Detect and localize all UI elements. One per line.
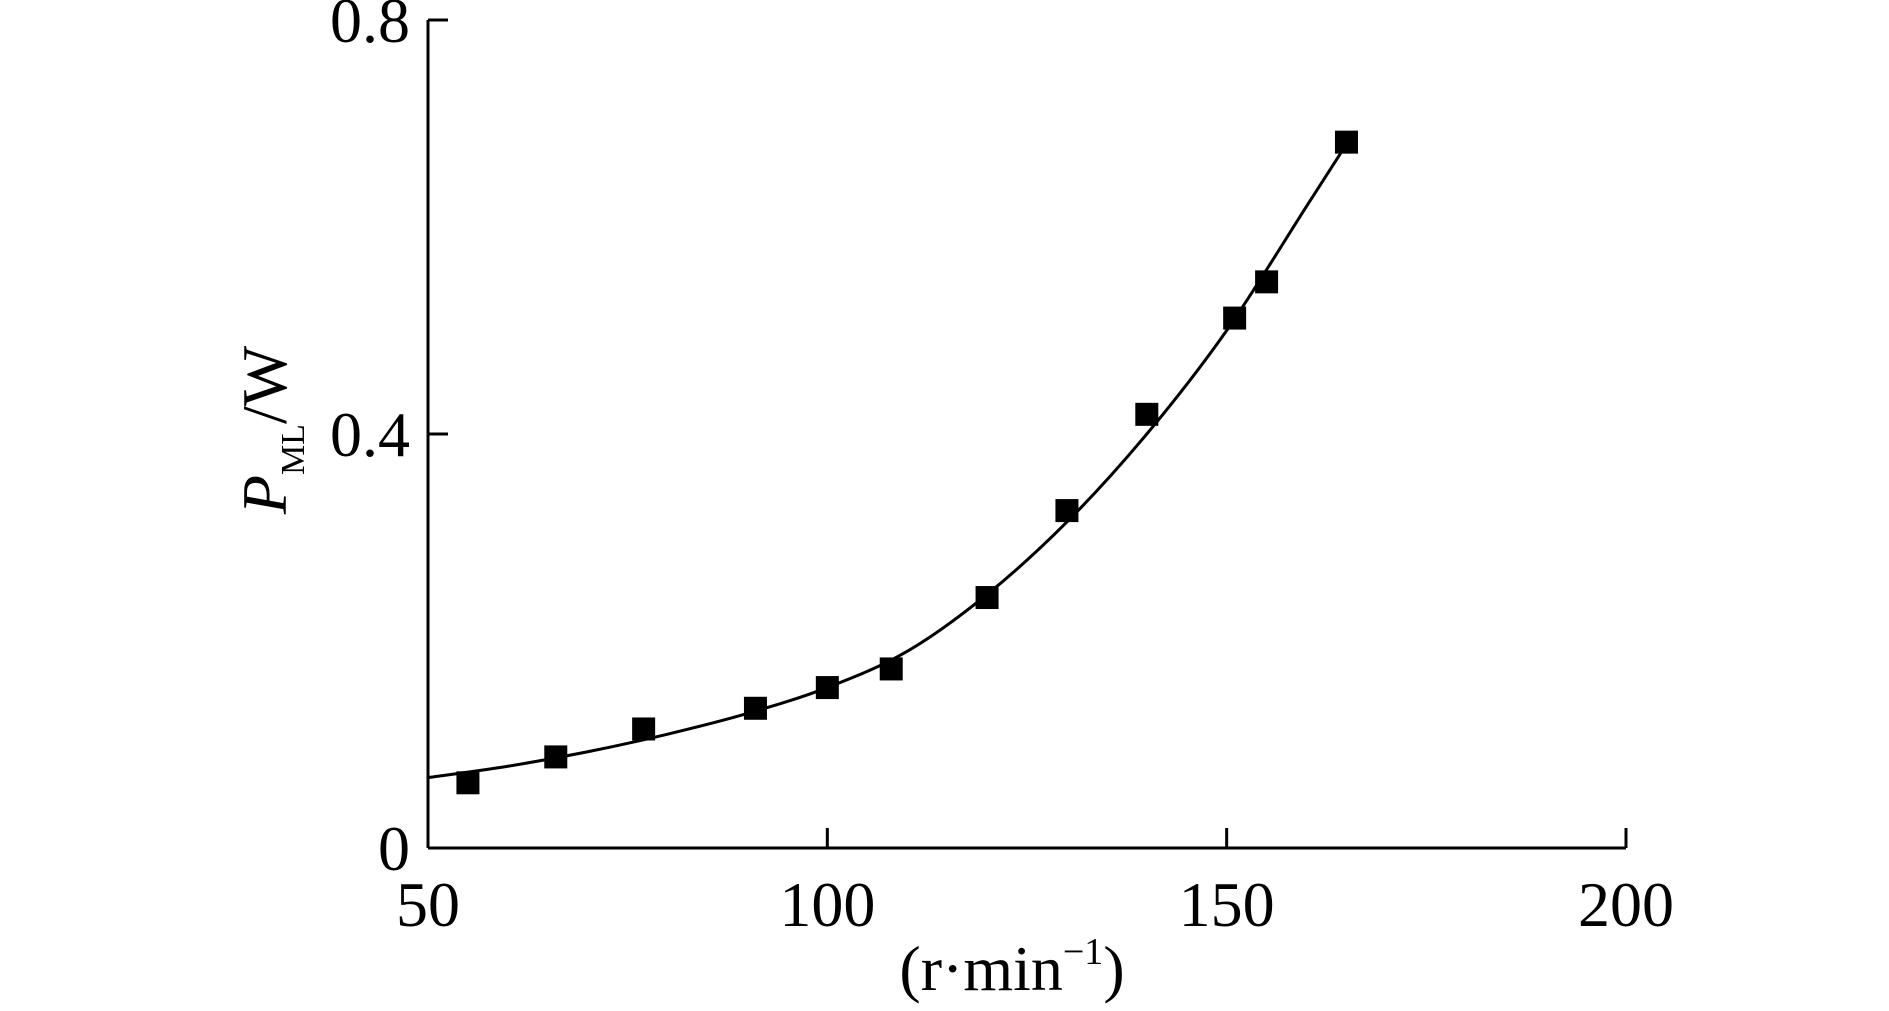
curve-layer [427, 143, 1348, 780]
data-point-marker [1135, 402, 1159, 426]
y-tick-label: 0.8 [330, 0, 410, 56]
data-point-marker [975, 586, 999, 610]
x-tick-label: 50 [396, 869, 460, 940]
x-axis-title-suffix: ) [1103, 933, 1124, 1004]
points-layer [456, 130, 1358, 795]
x-tick-label: 200 [1578, 869, 1674, 940]
data-point-marker [815, 676, 839, 700]
y-tick-label: 0.4 [330, 399, 410, 470]
y-tick-label: 0 [378, 813, 410, 884]
axes-layer [426, 20, 1626, 850]
data-point-marker [1055, 499, 1079, 523]
data-point-marker [1223, 306, 1247, 330]
y-axis-title-subscript: ML [275, 424, 312, 475]
data-point-marker [1255, 270, 1279, 294]
x-axis-title-text: (r·min−1) [899, 931, 1124, 1004]
data-point-marker [743, 696, 767, 720]
data-point-marker [1334, 130, 1358, 154]
data-point-marker [632, 717, 656, 741]
data-point-marker [544, 745, 568, 769]
y-axis-title-unit: /W [229, 345, 300, 424]
x-axis-title-prefix: (r·min [899, 933, 1063, 1004]
data-point-marker [456, 771, 480, 795]
fit-curve-line [427, 143, 1348, 780]
x-axis-title: (r·min−1) [899, 931, 1124, 1004]
data-point-marker [879, 657, 903, 681]
y-axis-title-text: PML/W [229, 345, 312, 515]
y-axis-title: PML/W [229, 345, 312, 515]
x-axis-title-superscript: −1 [1063, 931, 1103, 973]
x-tick-label: 100 [779, 869, 875, 940]
x-tick-label: 150 [1179, 869, 1275, 940]
ticks-layer: 50 100 150 200 0 0.4 0.8 [330, 0, 1674, 940]
y-axis-title-symbol: P [229, 475, 300, 515]
